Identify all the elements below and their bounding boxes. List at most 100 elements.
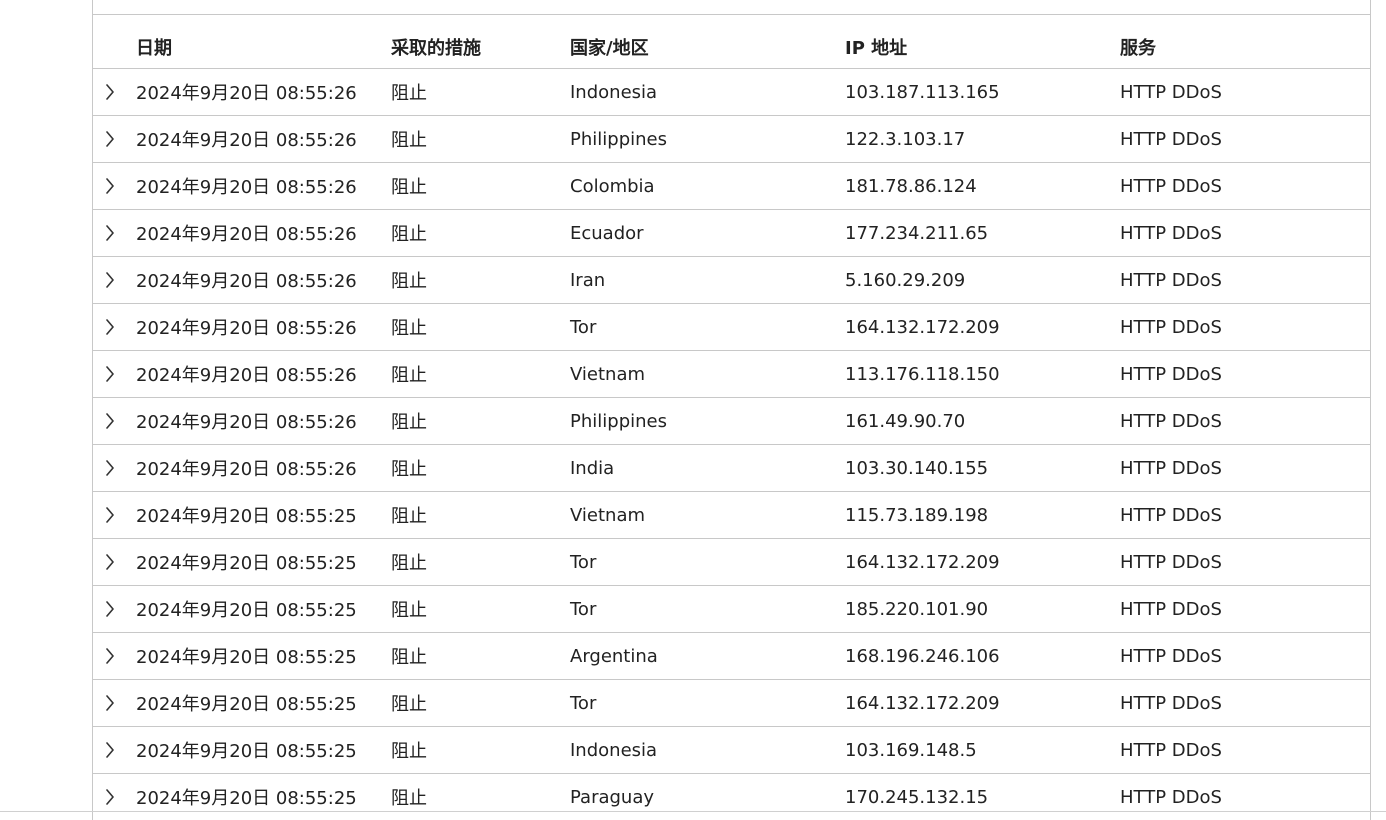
cell-country: Vietnam (570, 504, 646, 526)
cell-action: 阻止 (391, 224, 427, 245)
chevron-right-icon[interactable] (99, 116, 121, 162)
cell-country: Paraguay (570, 786, 655, 808)
cell-service: HTTP DDoS (1120, 175, 1222, 197)
cell-action: 阻止 (391, 271, 427, 292)
chevron-right-icon[interactable] (99, 210, 121, 256)
cell-ip: 164.132.172.209 (845, 316, 1000, 338)
cell-service: HTTP DDoS (1120, 269, 1222, 291)
cell-country: Colombia (570, 175, 655, 197)
chevron-right-icon[interactable] (99, 398, 121, 444)
events-table: 日期 采取的措施 国家/地区 IP 地址 服务 2024年9月20日 08:55… (93, 14, 1370, 820)
cell-service: HTTP DDoS (1120, 551, 1222, 573)
cell-date: 2024年9月20日 08:55:26 (136, 177, 357, 198)
cell-service: HTTP DDoS (1120, 692, 1222, 714)
events-panel: 日期 采取的措施 国家/地区 IP 地址 服务 2024年9月20日 08:55… (92, 0, 1371, 820)
table-row[interactable]: 2024年9月20日 08:55:26 阻止 Indonesia 103.187.11… (93, 69, 1370, 116)
cell-ip: 5.160.29.209 (845, 269, 966, 291)
column-header-ip[interactable]: IP 地址 (845, 38, 908, 59)
table-body: 2024年9月20日 08:55:26 阻止 Indonesia 103.187.11… (93, 69, 1370, 820)
table-header-row: 日期 采取的措施 国家/地区 IP 地址 服务 (93, 15, 1370, 69)
cell-service: HTTP DDoS (1120, 645, 1222, 667)
chevron-right-icon[interactable] (99, 445, 121, 491)
cell-date: 2024年9月20日 08:55:25 (136, 741, 357, 762)
table-row[interactable]: 2024年9月20日 08:55:26 阻止 Colombia 181.78.86.1… (93, 163, 1370, 210)
cell-country: Tor (570, 598, 597, 620)
chevron-right-icon[interactable] (99, 257, 121, 303)
cell-date: 2024年9月20日 08:55:25 (136, 600, 357, 621)
column-header-date[interactable]: 日期 (136, 38, 172, 59)
cell-country: Indonesia (570, 81, 658, 103)
cell-action: 阻止 (391, 365, 427, 386)
cell-action: 阻止 (391, 788, 427, 809)
table-row[interactable]: 2024年9月20日 08:55:26 阻止 Vietnam 113.176.118.… (93, 351, 1370, 398)
cell-ip: 185.220.101.90 (845, 598, 989, 620)
cell-ip: 177.234.211.65 (845, 222, 989, 244)
chevron-right-icon[interactable] (99, 69, 121, 115)
cell-country: Iran (570, 269, 606, 291)
cell-action: 阻止 (391, 506, 427, 527)
table-row[interactable]: 2024年9月20日 08:55:25 阻止 Vietnam 115.73.189.1… (93, 492, 1370, 539)
cell-date: 2024年9月20日 08:55:25 (136, 553, 357, 574)
table-row[interactable]: 2024年9月20日 08:55:25 阻止 Argentina 168.196.24… (93, 633, 1370, 680)
table-row[interactable]: 2024年9月20日 08:55:26 阻止 Tor 164.132.172.209 H… (93, 304, 1370, 351)
divider (0, 811, 1386, 812)
column-header-action[interactable]: 采取的措施 (391, 38, 481, 59)
cell-action: 阻止 (391, 647, 427, 668)
chevron-right-icon[interactable] (99, 774, 121, 820)
cell-ip: 161.49.90.70 (845, 410, 966, 432)
cell-country: Philippines (570, 128, 667, 150)
cell-service: HTTP DDoS (1120, 363, 1222, 385)
table-row[interactable]: 2024年9月20日 08:55:26 阻止 Iran 5.160.29.209 HTT… (93, 257, 1370, 304)
table-row[interactable]: 2024年9月20日 08:55:26 阻止 Philippines 161.49.9… (93, 398, 1370, 445)
cell-ip: 103.30.140.155 (845, 457, 989, 479)
cell-action: 阻止 (391, 83, 427, 104)
cell-action: 阻止 (391, 694, 427, 715)
chevron-right-icon[interactable] (99, 586, 121, 632)
cell-country: Tor (570, 551, 597, 573)
column-header-service[interactable]: 服务 (1120, 38, 1156, 59)
cell-country: Tor (570, 316, 597, 338)
table-row[interactable]: 2024年9月20日 08:55:25 阻止 Tor 164.132.172.209 H… (93, 680, 1370, 727)
cell-country: Philippines (570, 410, 667, 432)
cell-ip: 164.132.172.209 (845, 692, 1000, 714)
cell-ip: 103.187.113.165 (845, 81, 1000, 103)
cell-country: Vietnam (570, 363, 646, 385)
cell-service: HTTP DDoS (1120, 739, 1222, 761)
cell-country: Ecuador (570, 222, 644, 244)
cell-date: 2024年9月20日 08:55:26 (136, 130, 357, 151)
table-row[interactable]: 2024年9月20日 08:55:25 阻止 Paraguay 170.245.132… (93, 774, 1370, 820)
table-row[interactable]: 2024年9月20日 08:55:26 阻止 Philippines 122.3.10… (93, 116, 1370, 163)
cell-action: 阻止 (391, 553, 427, 574)
cell-date: 2024年9月20日 08:55:25 (136, 788, 357, 809)
chevron-right-icon[interactable] (99, 163, 121, 209)
table-row[interactable]: 2024年9月20日 08:55:26 阻止 India 103.30.140.155… (93, 445, 1370, 492)
chevron-right-icon[interactable] (99, 680, 121, 726)
cell-service: HTTP DDoS (1120, 316, 1222, 338)
table-row[interactable]: 2024年9月20日 08:55:25 阻止 Tor 185.220.101.90 HT… (93, 586, 1370, 633)
chevron-right-icon[interactable] (99, 727, 121, 773)
chevron-right-icon[interactable] (99, 633, 121, 679)
table-row[interactable]: 2024年9月20日 08:55:25 阻止 Tor 164.132.172.209 H… (93, 539, 1370, 586)
cell-action: 阻止 (391, 459, 427, 480)
chevron-right-icon[interactable] (99, 351, 121, 397)
cell-action: 阻止 (391, 318, 427, 339)
cell-ip: 168.196.246.106 (845, 645, 1000, 667)
table-row[interactable]: 2024年9月20日 08:55:25 阻止 Indonesia 103.169.14… (93, 727, 1370, 774)
table-row[interactable]: 2024年9月20日 08:55:26 阻止 Ecuador 177.234.211.… (93, 210, 1370, 257)
cell-ip: 103.169.148.5 (845, 739, 977, 761)
cell-service: HTTP DDoS (1120, 457, 1222, 479)
cell-ip: 115.73.189.198 (845, 504, 989, 526)
column-header-country[interactable]: 国家/地区 (570, 38, 649, 59)
cell-ip: 122.3.103.17 (845, 128, 966, 150)
cell-ip: 113.176.118.150 (845, 363, 1000, 385)
chevron-right-icon[interactable] (99, 492, 121, 538)
chevron-right-icon[interactable] (99, 304, 121, 350)
cell-service: HTTP DDoS (1120, 81, 1222, 103)
cell-action: 阻止 (391, 177, 427, 198)
cell-date: 2024年9月20日 08:55:25 (136, 647, 357, 668)
chevron-right-icon[interactable] (99, 539, 121, 585)
cell-service: HTTP DDoS (1120, 598, 1222, 620)
cell-service: HTTP DDoS (1120, 128, 1222, 150)
cell-date: 2024年9月20日 08:55:26 (136, 224, 357, 245)
cell-service: HTTP DDoS (1120, 222, 1222, 244)
